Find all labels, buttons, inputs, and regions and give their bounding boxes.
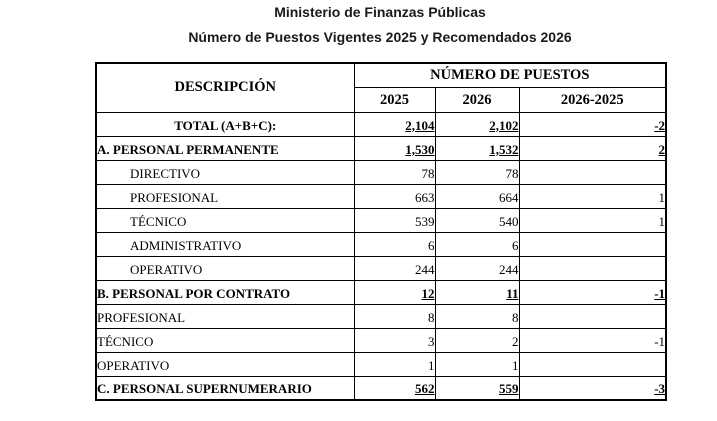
value-2025: 562 — [353, 375, 436, 401]
header-row-years: 2025 2026 2026-2025 — [96, 86, 667, 113]
value-2025: 244 — [353, 255, 436, 281]
page-subtitle: Número de Puestos Vigentes 2025 y Recome… — [188, 29, 572, 45]
value-2026: 1 — [434, 351, 520, 377]
value-2025: 8 — [353, 303, 436, 329]
row-label: ADMINISTRATIVO — [95, 231, 355, 257]
value-2026: 78 — [434, 159, 520, 185]
value-2025: 3 — [353, 327, 436, 353]
row-label: PROFESIONAL — [95, 183, 355, 209]
column-header-2025: 2025 — [353, 86, 436, 113]
value-2025: 78 — [353, 159, 436, 185]
value-diff — [518, 159, 667, 185]
value-2025: 2,104 — [353, 111, 436, 137]
value-2025: 1 — [353, 351, 436, 377]
value-2026: 244 — [434, 255, 520, 281]
value-2025: 1,530 — [353, 135, 436, 161]
table-row: OPERATIVO 1 1 — [95, 351, 667, 377]
row-label: OPERATIVO — [95, 255, 355, 281]
value-diff — [518, 255, 667, 281]
row-label: B. PERSONAL POR CONTRATO — [95, 279, 355, 305]
row-label: OPERATIVO — [95, 351, 355, 377]
value-2025: 12 — [353, 279, 436, 305]
table-row: TÉCNICO 3 2 -1 — [95, 327, 667, 353]
row-label: TOTAL (A+B+C): — [95, 111, 355, 137]
value-2026: 664 — [434, 183, 520, 209]
table-row: OPERATIVO 244 244 — [95, 255, 667, 281]
column-header-description: DESCRIPCIÓN — [95, 62, 355, 113]
table-row: TÉCNICO 539 540 1 — [95, 207, 667, 233]
value-diff: 1 — [518, 183, 667, 209]
document-titles: Ministerio de Finanzas Públicas Número d… — [95, 4, 665, 46]
value-diff — [518, 231, 667, 257]
value-diff — [518, 303, 667, 329]
column-header-diff: 2026-2025 — [518, 86, 667, 113]
value-diff: -1 — [518, 279, 667, 305]
value-2025: 6 — [353, 231, 436, 257]
value-2025: 539 — [353, 207, 436, 233]
positions-table: DESCRIPCIÓN NÚMERO DE PUESTOS 2025 2026 … — [95, 62, 668, 401]
value-diff — [518, 351, 667, 377]
table-row: C. PERSONAL SUPERNUMERARIO 562 559 -3 — [95, 375, 667, 401]
row-label: C. PERSONAL SUPERNUMERARIO — [95, 375, 355, 401]
value-diff: -1 — [518, 327, 667, 353]
document-content: Ministerio de Finanzas Públicas Número d… — [95, 0, 668, 401]
header-row-group: DESCRIPCIÓN NÚMERO DE PUESTOS — [95, 62, 667, 113]
page-title: Ministerio de Finanzas Públicas — [274, 4, 486, 20]
value-diff: 2 — [518, 135, 667, 161]
value-2026: 8 — [434, 303, 520, 329]
value-2026: 559 — [434, 375, 520, 401]
table-row: TOTAL (A+B+C): 2,104 2,102 -2 — [95, 111, 667, 137]
column-header-group: NÚMERO DE PUESTOS — [353, 62, 667, 88]
value-2026: 11 — [434, 279, 520, 305]
table-row: A. PERSONAL PERMANENTE 1,530 1,532 2 — [95, 135, 667, 161]
value-diff: -2 — [518, 111, 667, 137]
value-2026: 540 — [434, 207, 520, 233]
value-2026: 6 — [434, 231, 520, 257]
row-label: DIRECTIVO — [95, 159, 355, 185]
value-diff: -3 — [518, 375, 667, 401]
table-row: B. PERSONAL POR CONTRATO 12 11 -1 — [95, 279, 667, 305]
value-2026: 2 — [434, 327, 520, 353]
value-2025: 663 — [353, 183, 436, 209]
value-diff: 1 — [518, 207, 667, 233]
column-header-2026: 2026 — [434, 86, 520, 113]
table-row: PROFESIONAL 8 8 — [95, 303, 667, 329]
row-label: TÉCNICO — [95, 207, 355, 233]
row-label: TÉCNICO — [95, 327, 355, 353]
table-row: PROFESIONAL 663 664 1 — [95, 183, 667, 209]
value-2026: 1,532 — [434, 135, 520, 161]
value-2026: 2,102 — [434, 111, 520, 137]
table-row: DIRECTIVO 78 78 — [95, 159, 667, 185]
table-row: ADMINISTRATIVO 6 6 — [95, 231, 667, 257]
row-label: PROFESIONAL — [95, 303, 355, 329]
row-label: A. PERSONAL PERMANENTE — [95, 135, 355, 161]
